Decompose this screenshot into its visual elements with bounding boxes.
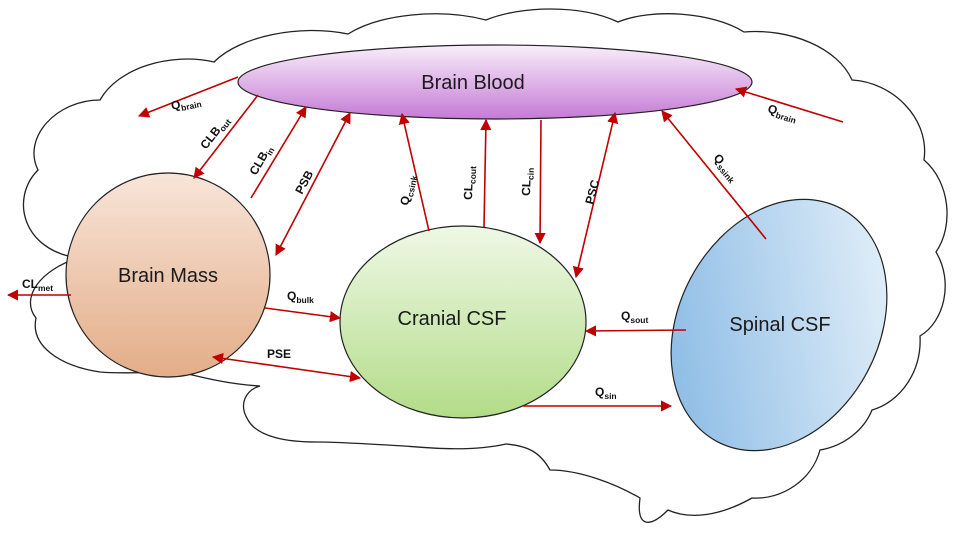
psb-arrow (276, 113, 350, 255)
q-sin-label: Qsin (595, 385, 617, 401)
brain-blood-label: Brain Blood (421, 72, 524, 94)
q-csink-arrow (402, 114, 429, 231)
q-csink-label: Qcsink (397, 173, 419, 207)
q-brain-out-label: Qbrain (170, 93, 203, 115)
psb-label: PSB (292, 168, 316, 197)
q-sout-arrow (586, 330, 686, 331)
q-bulk-label: Qbulk (287, 289, 314, 305)
cl-met-label: CLmet (22, 277, 53, 293)
psc-label: PSC (582, 178, 602, 206)
q-ssink-arrow (662, 111, 766, 239)
cranial-csf-label: Cranial CSF (398, 308, 507, 330)
cl-cout-arrow (484, 120, 486, 227)
cl-cin-label: CLcin (519, 167, 536, 196)
q-sout-label: Qsout (621, 309, 648, 325)
spinal-csf-label: Spinal CSF (729, 314, 830, 336)
cl-cout-label: CLcout (461, 166, 478, 201)
q-brain-in-label: Qbrain (766, 101, 799, 125)
q-bulk-arrow (265, 308, 340, 318)
cl-cin-arrow (540, 120, 541, 243)
pse-label: PSE (267, 347, 291, 361)
brain-mass-label: Brain Mass (118, 265, 218, 287)
q-ssink-label: Qssink (709, 151, 741, 185)
clb-in-label: CLBin (246, 143, 276, 179)
